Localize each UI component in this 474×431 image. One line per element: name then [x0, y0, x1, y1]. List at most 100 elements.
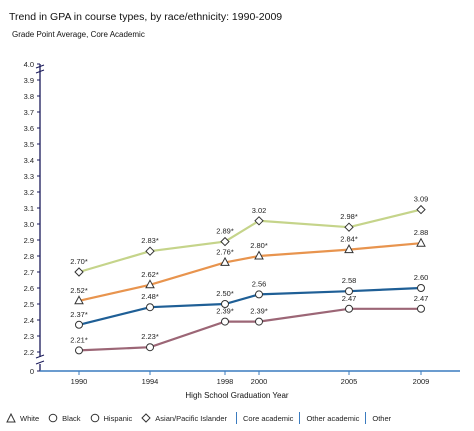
y-axis-tick-label: 2.5	[24, 300, 34, 309]
y-axis-tick-label: 3.3	[24, 172, 34, 181]
data-point-black	[221, 300, 229, 308]
data-label-white: 2.84*	[340, 235, 358, 244]
data-point-hispanic	[345, 304, 353, 313]
y-axis-tick-label: 2.2	[24, 348, 34, 357]
circle-marker-icon	[90, 413, 99, 423]
y-axis-tick-label: 3.1	[24, 204, 34, 213]
y-axis-tick-label: 3.6	[24, 124, 34, 133]
x-axis-title: High School Graduation Year	[185, 391, 289, 400]
data-point-white	[74, 295, 84, 305]
legend-item-black: Black	[48, 413, 81, 423]
data-label-white: 2.76*	[216, 247, 234, 256]
data-label-hispanic: 2.21*	[70, 335, 88, 344]
y-axis-tick-label: 0	[30, 367, 34, 376]
data-point-asian	[74, 267, 84, 277]
y-axis-tick-label: 2.6	[24, 284, 34, 293]
legend-tab-other[interactable]: Other	[372, 413, 392, 423]
data-label-white: 2.80*	[250, 241, 268, 250]
data-point-black	[75, 320, 83, 329]
legend: White Black Hispanic Asian/Pacific Islan…	[6, 411, 397, 425]
series-line-asian	[78, 208, 422, 274]
axis-break-mark	[35, 354, 45, 359]
triangle-marker-icon	[6, 413, 16, 423]
legend-tab-core-academic[interactable]: Core academic	[242, 413, 294, 423]
legend-tab-other-academic[interactable]: Other academic	[306, 413, 360, 423]
data-label-black: 2.37*	[70, 310, 88, 319]
data-point-white	[145, 279, 155, 289]
y-axis-title: Grade Point Average, Core Academic	[12, 30, 145, 39]
axis-break-mark	[35, 64, 45, 69]
data-point-white	[344, 244, 354, 254]
y-axis-tick-label: 4.0	[24, 60, 34, 69]
y-axis-tick-label: 2.7	[24, 268, 34, 277]
data-label-white: 2.52*	[70, 286, 88, 295]
x-axis-tick-label: 1994	[142, 377, 159, 386]
chart-title: Trend in GPA in course types, by race/et…	[9, 11, 283, 23]
data-label-black: 2.58	[342, 276, 357, 285]
circle-marker-icon	[48, 413, 58, 423]
x-axis-tick-label: 2005	[341, 377, 358, 386]
data-point-black	[255, 290, 263, 299]
y-axis-tick-label: 2.4	[24, 316, 34, 325]
data-point-asian	[254, 216, 264, 226]
data-point-asian	[145, 246, 155, 256]
data-point-hispanic	[417, 304, 425, 313]
y-axis-tick-label: 3.0	[24, 220, 34, 229]
y-axis-tick-label: 3.5	[24, 140, 34, 149]
data-label-hispanic: 2.39*	[250, 307, 268, 316]
series-line-black	[78, 286, 422, 326]
line-chart: 4.0 3.9 3.8 3.7 3.6 3.5 3.4 3.3 3.2 3.1 3.0 2.9 2.8 2…	[24, 60, 460, 386]
data-point-black	[345, 287, 353, 296]
legend-label-hispanic: Hispanic	[103, 413, 133, 423]
data-point-black	[146, 303, 154, 312]
data-label-asian: 2.89*	[216, 227, 234, 236]
legend-item-white: White	[6, 413, 39, 423]
legend-item-asian: Asian/Pacific Islander	[141, 413, 227, 423]
y-axis-tick-label: 3.4	[24, 156, 34, 165]
legend-separator	[365, 412, 367, 424]
legend-label-asian: Asian/Pacific Islander	[155, 413, 227, 423]
legend-item-hispanic: Hispanic	[90, 413, 133, 423]
data-point-hispanic	[221, 317, 229, 326]
data-label-black: 2.56	[252, 279, 267, 288]
y-axis-tick-label: 3.8	[24, 92, 34, 101]
y-axis-tick-label: 2.3	[24, 332, 34, 341]
data-label-black: 2.50*	[216, 289, 234, 298]
y-axis-tick-label: 3.9	[24, 76, 34, 85]
data-point-black	[417, 284, 425, 292]
data-label-hispanic: 2.47	[414, 294, 429, 303]
data-point-white	[416, 237, 426, 247]
data-point-white	[220, 256, 230, 266]
data-label-asian: 3.09	[414, 195, 429, 204]
y-axis-tick-label: 3.2	[24, 188, 34, 197]
data-label-black: 2.48*	[141, 292, 159, 301]
x-axis-tick-label: 1990	[71, 377, 88, 386]
x-axis-tick-label: 2009	[413, 377, 430, 386]
data-point-hispanic	[255, 317, 263, 326]
data-label-black: 2.60	[414, 273, 429, 282]
data-point-asian	[416, 204, 426, 215]
data-label-hispanic: 2.47	[342, 294, 357, 303]
data-point-hispanic	[75, 346, 83, 355]
data-label-asian: 2.70*	[70, 257, 88, 266]
x-axis-tick-label: 2000	[251, 377, 268, 386]
data-label-white: 2.62*	[141, 270, 159, 279]
data-point-asian	[220, 236, 230, 247]
axis-break-mark	[35, 69, 45, 74]
legend-label-white: White	[20, 413, 40, 423]
legend-separator	[299, 412, 301, 424]
data-label-asian: 2.83*	[141, 236, 159, 245]
series-line-hispanic	[78, 307, 421, 352]
data-label-hispanic: 2.23*	[141, 332, 159, 341]
diamond-marker-icon	[141, 413, 151, 423]
data-label-white: 2.88	[414, 228, 429, 237]
y-axis-tick-label: 3.7	[24, 108, 34, 117]
data-point-asian	[344, 222, 354, 232]
y-axis-tick-label: 2.8	[24, 252, 34, 261]
axis-break-mark	[35, 360, 45, 365]
legend-label-black: Black	[62, 413, 81, 423]
x-axis-tick-label: 1998	[217, 377, 234, 386]
legend-separator	[235, 412, 237, 424]
series-line-white	[78, 242, 422, 302]
data-point-white	[254, 250, 264, 260]
